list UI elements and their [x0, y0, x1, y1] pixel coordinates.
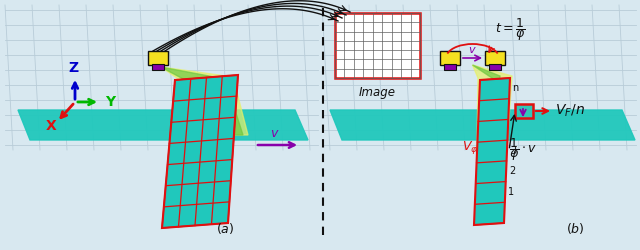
Bar: [444, 64, 456, 70]
Polygon shape: [161, 67, 243, 135]
Bar: [440, 51, 460, 65]
Text: $v$: $v$: [468, 45, 477, 55]
Bar: [485, 51, 505, 65]
Polygon shape: [330, 110, 635, 140]
Text: $V_{\varphi}$: $V_{\varphi}$: [462, 139, 478, 156]
Polygon shape: [18, 110, 308, 140]
Bar: [515, 104, 533, 118]
Polygon shape: [472, 65, 512, 220]
Bar: [152, 64, 164, 70]
Text: $(a)$: $(a)$: [216, 221, 234, 236]
Text: Image: Image: [359, 86, 396, 99]
Polygon shape: [5, 5, 318, 150]
Bar: [489, 64, 501, 70]
Bar: [335, 13, 420, 78]
Text: $V_F/n$: $V_F/n$: [555, 103, 585, 119]
Text: X: X: [45, 119, 56, 133]
Polygon shape: [162, 75, 238, 228]
Polygon shape: [161, 67, 248, 135]
Text: Z: Z: [68, 61, 78, 75]
Text: 1: 1: [508, 187, 515, 197]
Text: $v$: $v$: [270, 127, 280, 140]
Text: 2: 2: [509, 166, 515, 176]
Text: 3: 3: [510, 146, 516, 156]
Bar: [148, 51, 168, 65]
Text: $(b)$: $(b)$: [566, 221, 584, 236]
Text: $\dfrac{1}{\varphi} \cdot v$: $\dfrac{1}{\varphi} \cdot v$: [509, 136, 537, 163]
Text: n: n: [513, 83, 519, 93]
Text: Y: Y: [105, 95, 115, 109]
Text: $t = \dfrac{1}{\varphi}$: $t = \dfrac{1}{\varphi}$: [495, 16, 525, 43]
Polygon shape: [472, 65, 500, 217]
Polygon shape: [474, 78, 510, 225]
Polygon shape: [322, 5, 636, 150]
